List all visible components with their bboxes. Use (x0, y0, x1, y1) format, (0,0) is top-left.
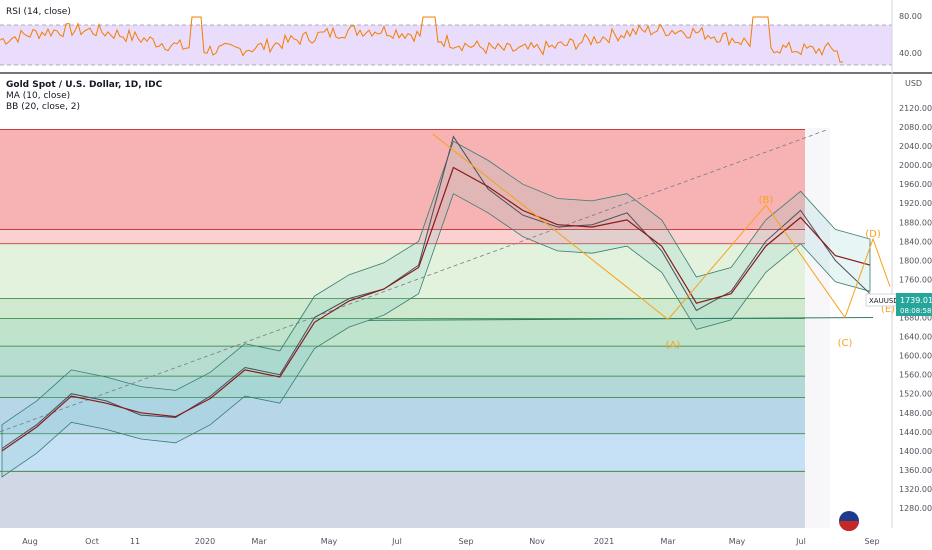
time-tick: Oct (85, 537, 99, 546)
price-tick: 1440.00 (899, 428, 932, 437)
time-tick: Mar (660, 537, 676, 546)
price-tick: 2120.00 (899, 104, 932, 113)
price-tick: 1960.00 (899, 180, 932, 189)
price-line (1, 135, 871, 449)
time-tick: Aug (22, 537, 38, 546)
time-tick: 2020 (195, 537, 215, 546)
fib-zone (0, 129, 805, 230)
price-tick: 2040.00 (899, 142, 932, 151)
time-tick: Jul (391, 537, 402, 546)
time-tick: Jul (795, 537, 806, 546)
fib-zone (0, 346, 805, 377)
last-price: 1739.01 (900, 296, 932, 305)
ma-line (1, 166, 871, 452)
fib-zone (0, 397, 805, 434)
time-tick: Sep (458, 537, 473, 546)
fibonacci-zones (0, 128, 830, 528)
price-tick: 1520.00 (899, 390, 932, 399)
price-tick: 2000.00 (899, 161, 932, 170)
indicator-bb: BB (20, close, 2) (6, 102, 80, 112)
wave-projection (432, 133, 891, 321)
fib-zone (0, 376, 805, 398)
currency-label: USD (905, 79, 922, 88)
price-tick: 2080.00 (899, 123, 932, 132)
fib-zone (0, 243, 805, 299)
price-tick: 1640.00 (899, 333, 932, 342)
fib-zone (0, 229, 805, 244)
price-tick: 1920.00 (899, 199, 932, 208)
price-tick: 1680.00 (899, 314, 932, 323)
fib-zone (0, 298, 805, 319)
price-axis: 1280.00 1320.00 1360.00 1400.00 1440.00 1480.… (899, 104, 932, 513)
time-tick: May (729, 537, 746, 546)
rsi-tick-40: 40.00 (899, 49, 922, 58)
price-tick: 1880.00 (899, 218, 932, 227)
price-tick: 1760.00 (899, 275, 932, 284)
countdown: 08:08:58 (900, 307, 931, 315)
fib-zone (0, 318, 805, 347)
price-tick: 1360.00 (899, 466, 932, 475)
wave-label: (A) (666, 340, 681, 351)
price-tick: 1840.00 (899, 237, 932, 246)
rsi-title: RSI (14, close) (6, 7, 71, 17)
bollinger-band (1, 140, 871, 478)
time-tick: 2021 (594, 537, 614, 546)
rsi-pane: RSI (14, close) 80.00 40.00 (0, 7, 922, 66)
price-tick: 1280.00 (899, 504, 932, 513)
wave-label: (D) (865, 229, 881, 240)
logo-badge (839, 511, 859, 531)
fib-zone (0, 433, 805, 472)
symbol-title: Gold Spot / U.S. Dollar, 1D, IDC (6, 80, 163, 90)
time-axis: Aug Oct 11 2020 Mar May Jul Sep Nov 2021 Mar May Jul… (22, 537, 879, 546)
price-tick: 1560.00 (899, 371, 932, 380)
price-tag: XAUUSD 1739.01 08:08:58 (865, 293, 932, 316)
fib-zone (0, 471, 805, 528)
projection-zone (805, 128, 830, 528)
wave-labels: (A) (B) (C) (D) (E) (666, 195, 895, 351)
wave-label: (E) (881, 304, 895, 315)
rsi-tick-80: 80.00 (899, 12, 922, 21)
price-tick: 1400.00 (899, 447, 932, 456)
rsi-line (0, 16, 843, 63)
time-tick: May (321, 537, 338, 546)
time-tick: 11 (130, 537, 140, 546)
wave-label: (B) (759, 195, 774, 206)
price-tick: 1600.00 (899, 352, 932, 361)
time-tick: Mar (251, 537, 267, 546)
price-tick: 1320.00 (899, 485, 932, 494)
wave-label: (C) (838, 338, 853, 349)
indicator-ma: MA (10, close) (6, 91, 70, 101)
symbol-tag-label: XAUUSD (869, 297, 899, 305)
rsi-band (0, 25, 892, 65)
price-tick: 1480.00 (899, 409, 932, 418)
support-line (367, 317, 874, 321)
time-tick: Sep (864, 537, 879, 546)
time-tick: Nov (529, 537, 545, 546)
fibonacci-lines (0, 129, 805, 472)
last-price-box (896, 293, 932, 316)
price-tick: 1800.00 (899, 256, 932, 265)
